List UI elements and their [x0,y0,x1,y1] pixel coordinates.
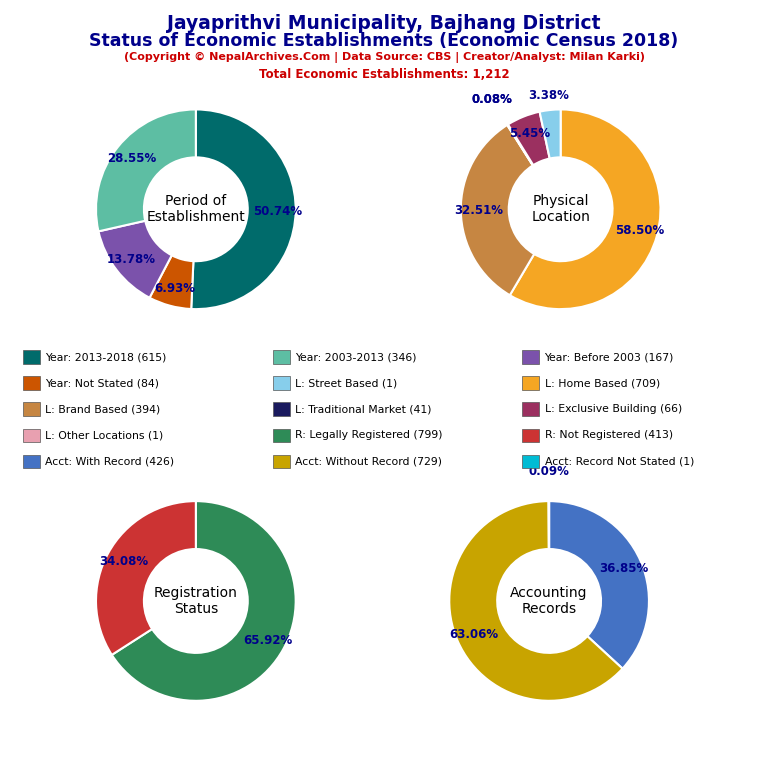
Wedge shape [98,220,172,298]
Text: Total Economic Establishments: 1,212: Total Economic Establishments: 1,212 [259,68,509,81]
Text: Period of
Establishment: Period of Establishment [147,194,245,224]
Text: Acct: Without Record (729): Acct: Without Record (729) [295,456,442,467]
Wedge shape [508,124,533,165]
Text: 0.08%: 0.08% [471,93,512,106]
Text: Acct: Record Not Stated (1): Acct: Record Not Stated (1) [545,456,694,467]
Text: Year: Before 2003 (167): Year: Before 2003 (167) [545,352,674,362]
Text: Year: 2013-2018 (615): Year: 2013-2018 (615) [45,352,167,362]
Text: Physical
Location: Physical Location [531,194,590,224]
Text: 6.93%: 6.93% [154,282,195,295]
Text: Jayaprithvi Municipality, Bajhang District: Jayaprithvi Municipality, Bajhang Distri… [167,14,601,33]
Text: L: Traditional Market (41): L: Traditional Market (41) [295,404,432,415]
Text: 50.74%: 50.74% [253,205,303,217]
Text: 28.55%: 28.55% [108,152,157,164]
Wedge shape [96,109,196,231]
Text: 0.09%: 0.09% [528,465,569,478]
Wedge shape [191,109,296,309]
Text: 5.45%: 5.45% [509,127,551,140]
Text: L: Street Based (1): L: Street Based (1) [295,378,397,389]
Wedge shape [150,255,194,309]
Text: 36.85%: 36.85% [600,561,649,574]
Text: L: Exclusive Building (66): L: Exclusive Building (66) [545,404,682,415]
Text: L: Brand Based (394): L: Brand Based (394) [45,404,161,415]
Text: Year: 2003-2013 (346): Year: 2003-2013 (346) [295,352,416,362]
Text: 63.06%: 63.06% [450,627,498,641]
Text: 3.38%: 3.38% [528,88,569,101]
Wedge shape [540,109,561,158]
Text: R: Legally Registered (799): R: Legally Registered (799) [295,430,442,441]
Wedge shape [507,124,533,165]
Text: 58.50%: 58.50% [615,224,664,237]
Wedge shape [508,111,550,165]
Wedge shape [112,501,296,700]
Wedge shape [96,501,196,655]
Text: Acct: With Record (426): Acct: With Record (426) [45,456,174,467]
Text: 13.78%: 13.78% [107,253,155,266]
Wedge shape [461,125,535,295]
Text: 32.51%: 32.51% [455,204,503,217]
Text: Accounting
Records: Accounting Records [511,586,588,616]
Text: 65.92%: 65.92% [243,634,293,647]
Text: L: Home Based (709): L: Home Based (709) [545,378,660,389]
Text: Registration
Status: Registration Status [154,586,238,616]
Text: 0.08%: 0.08% [472,93,512,106]
Text: Year: Not Stated (84): Year: Not Stated (84) [45,378,159,389]
Wedge shape [549,501,649,669]
Text: (Copyright © NepalArchives.Com | Data Source: CBS | Creator/Analyst: Milan Karki: (Copyright © NepalArchives.Com | Data So… [124,52,644,63]
Text: 34.08%: 34.08% [99,555,148,568]
Wedge shape [510,109,660,309]
Text: L: Other Locations (1): L: Other Locations (1) [45,430,164,441]
Text: R: Not Registered (413): R: Not Registered (413) [545,430,673,441]
Text: Status of Economic Establishments (Economic Census 2018): Status of Economic Establishments (Econo… [89,32,679,50]
Wedge shape [449,502,623,700]
